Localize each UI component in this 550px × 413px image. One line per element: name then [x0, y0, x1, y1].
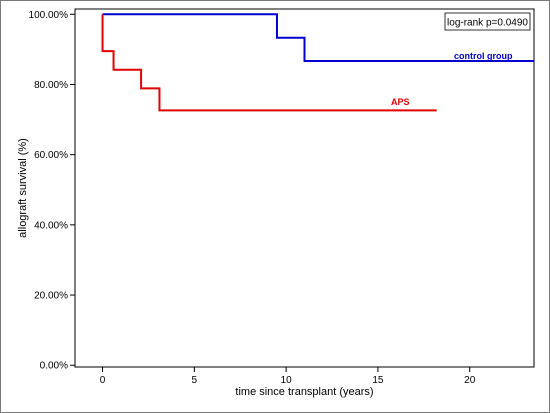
series-label-aps: APS — [391, 97, 410, 107]
series-label-control-group: control group — [454, 51, 513, 61]
survival-line-aps — [101, 14, 437, 112]
y-tick-label: 20.00% — [34, 291, 68, 302]
x-tick-label: 5 — [192, 375, 198, 386]
y-tick-label: 100.00% — [29, 10, 69, 21]
x-tick-label: 10 — [281, 375, 293, 386]
y-tick-label: 0.00% — [40, 361, 68, 372]
series-layer — [101, 13, 534, 112]
x-tick-label: 0 — [100, 375, 106, 386]
y-tick-label: 80.00% — [34, 80, 68, 91]
y-tick-label: 60.00% — [34, 150, 68, 161]
x-axis-title: time since transplant (years) — [235, 386, 373, 398]
y-axis-title: allograft survival (%) — [17, 138, 29, 238]
x-tick-label: 15 — [372, 375, 384, 386]
p-value-text: log-rank p=0.0490 — [447, 18, 528, 29]
x-axis: 0 5 10 15 20 — [100, 367, 476, 386]
p-value-box: log-rank p=0.0490 — [444, 12, 531, 31]
survival-line-control-group — [102, 13, 534, 62]
p-value-box-border — [444, 12, 531, 31]
x-tick-label: 20 — [464, 375, 476, 386]
plot-area — [74, 8, 535, 368]
y-tick-label: 40.00% — [34, 220, 68, 231]
y-axis: 0.00% 20.00% 40.00% 60.00% 80.00% 100.00% — [29, 10, 75, 372]
